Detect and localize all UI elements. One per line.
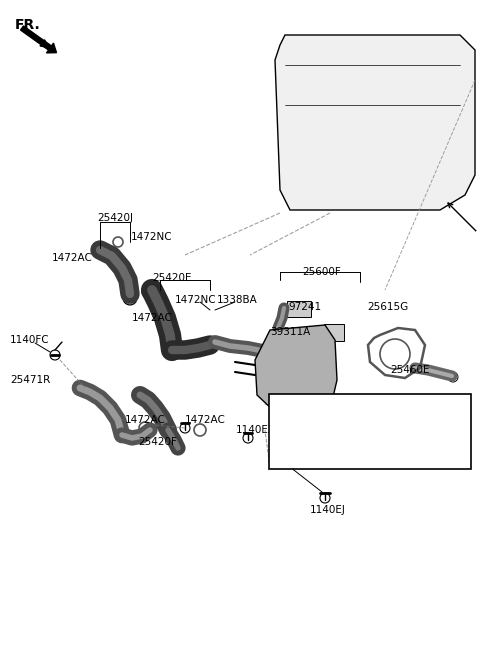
Text: FR.: FR.	[15, 18, 41, 32]
Text: 1140EJ: 1140EJ	[310, 505, 346, 515]
Polygon shape	[255, 325, 337, 420]
Circle shape	[459, 133, 465, 140]
Circle shape	[448, 372, 458, 382]
Circle shape	[113, 237, 123, 247]
Circle shape	[50, 350, 60, 360]
Text: 25463G: 25463G	[414, 432, 456, 442]
Circle shape	[373, 44, 382, 52]
Circle shape	[243, 433, 253, 443]
Text: 25420F: 25420F	[139, 437, 178, 447]
FancyBboxPatch shape	[287, 301, 311, 317]
FancyBboxPatch shape	[359, 68, 386, 100]
Circle shape	[344, 135, 350, 141]
FancyBboxPatch shape	[421, 68, 449, 100]
Circle shape	[344, 165, 350, 171]
Circle shape	[139, 422, 151, 434]
Circle shape	[459, 57, 465, 63]
Text: 25471R: 25471R	[10, 375, 50, 385]
Circle shape	[459, 95, 465, 101]
Text: 1472NC: 1472NC	[175, 295, 217, 305]
FancyArrow shape	[21, 26, 57, 53]
Circle shape	[280, 350, 300, 370]
Circle shape	[446, 189, 454, 197]
Circle shape	[284, 177, 290, 183]
Polygon shape	[275, 35, 475, 210]
FancyBboxPatch shape	[324, 324, 344, 341]
Text: 25600F: 25600F	[302, 267, 341, 277]
FancyBboxPatch shape	[269, 394, 471, 469]
Text: 1472NC: 1472NC	[131, 232, 173, 242]
Circle shape	[272, 342, 308, 378]
FancyBboxPatch shape	[293, 128, 357, 177]
Circle shape	[320, 493, 330, 503]
Circle shape	[156, 316, 168, 328]
Text: 1140EZ: 1140EZ	[236, 425, 276, 435]
Circle shape	[286, 189, 294, 197]
Circle shape	[194, 424, 206, 436]
Circle shape	[406, 189, 414, 197]
Text: 1472AC: 1472AC	[185, 415, 226, 425]
Text: 25420J: 25420J	[97, 213, 133, 223]
Circle shape	[326, 189, 334, 197]
Circle shape	[335, 44, 343, 52]
Text: 25460E: 25460E	[390, 365, 430, 375]
Text: 1472AC: 1472AC	[132, 313, 172, 323]
Circle shape	[455, 427, 461, 433]
Text: 25462B: 25462B	[283, 405, 323, 415]
Circle shape	[204, 339, 216, 351]
Circle shape	[451, 44, 459, 52]
Circle shape	[459, 172, 465, 178]
Circle shape	[300, 135, 306, 141]
Text: 39311A: 39311A	[270, 327, 310, 337]
Circle shape	[366, 189, 374, 197]
Text: 1472AC: 1472AC	[51, 253, 93, 263]
Circle shape	[284, 57, 290, 64]
Text: 25420E: 25420E	[152, 273, 192, 283]
Circle shape	[451, 423, 465, 437]
Circle shape	[306, 441, 314, 449]
Text: 25615G: 25615G	[367, 302, 408, 312]
Text: 97241: 97241	[288, 302, 322, 312]
Circle shape	[412, 44, 420, 52]
Text: 1472AC: 1472AC	[125, 415, 166, 425]
Text: 1338BA: 1338BA	[216, 295, 257, 305]
Circle shape	[296, 44, 304, 52]
Circle shape	[123, 291, 137, 305]
Text: 1140FC: 1140FC	[10, 335, 50, 345]
Circle shape	[180, 423, 190, 433]
Circle shape	[300, 165, 306, 171]
FancyBboxPatch shape	[296, 68, 324, 100]
Circle shape	[284, 116, 290, 124]
Circle shape	[298, 383, 322, 407]
Circle shape	[142, 286, 154, 298]
Circle shape	[304, 389, 316, 401]
